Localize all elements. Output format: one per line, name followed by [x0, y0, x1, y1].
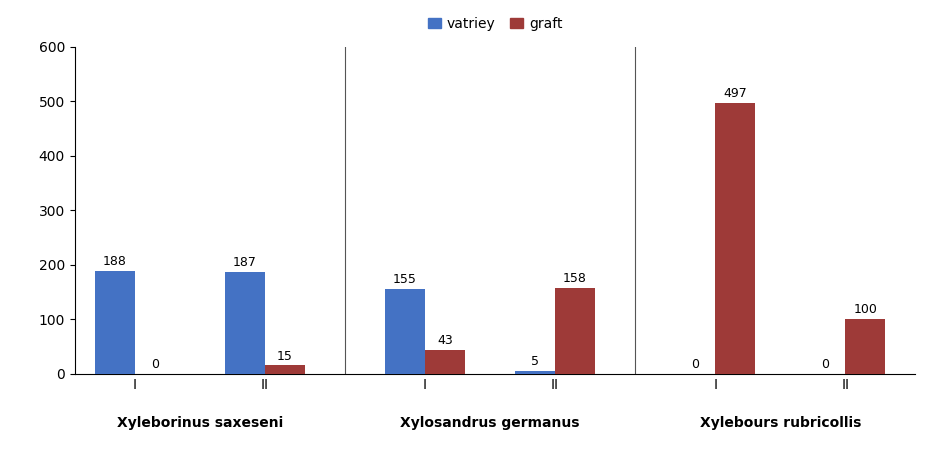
Bar — [715, 103, 756, 374]
Bar — [425, 350, 465, 374]
Legend: vatriey, graft: vatriey, graft — [422, 11, 568, 36]
Text: 497: 497 — [723, 87, 747, 100]
Bar — [515, 371, 555, 374]
Text: 100: 100 — [854, 304, 877, 317]
Bar — [385, 289, 425, 374]
Text: Xylosandrus germanus: Xylosandrus germanus — [401, 416, 580, 430]
Text: 15: 15 — [277, 350, 292, 363]
Bar — [845, 319, 885, 374]
Text: 43: 43 — [437, 334, 453, 347]
Bar — [555, 288, 595, 374]
Text: 0: 0 — [691, 358, 700, 371]
Text: 5: 5 — [531, 355, 539, 368]
Text: 158: 158 — [563, 272, 587, 285]
Text: 0: 0 — [150, 358, 159, 371]
Bar — [265, 365, 304, 374]
Text: Xylebours rubricollis: Xylebours rubricollis — [700, 416, 861, 430]
Text: Xyleborinus saxeseni: Xyleborinus saxeseni — [117, 416, 283, 430]
Bar — [94, 271, 134, 374]
Text: 187: 187 — [233, 256, 257, 269]
Text: 155: 155 — [393, 273, 417, 286]
Bar — [225, 272, 265, 374]
Text: 188: 188 — [103, 255, 127, 269]
Text: 0: 0 — [821, 358, 829, 371]
